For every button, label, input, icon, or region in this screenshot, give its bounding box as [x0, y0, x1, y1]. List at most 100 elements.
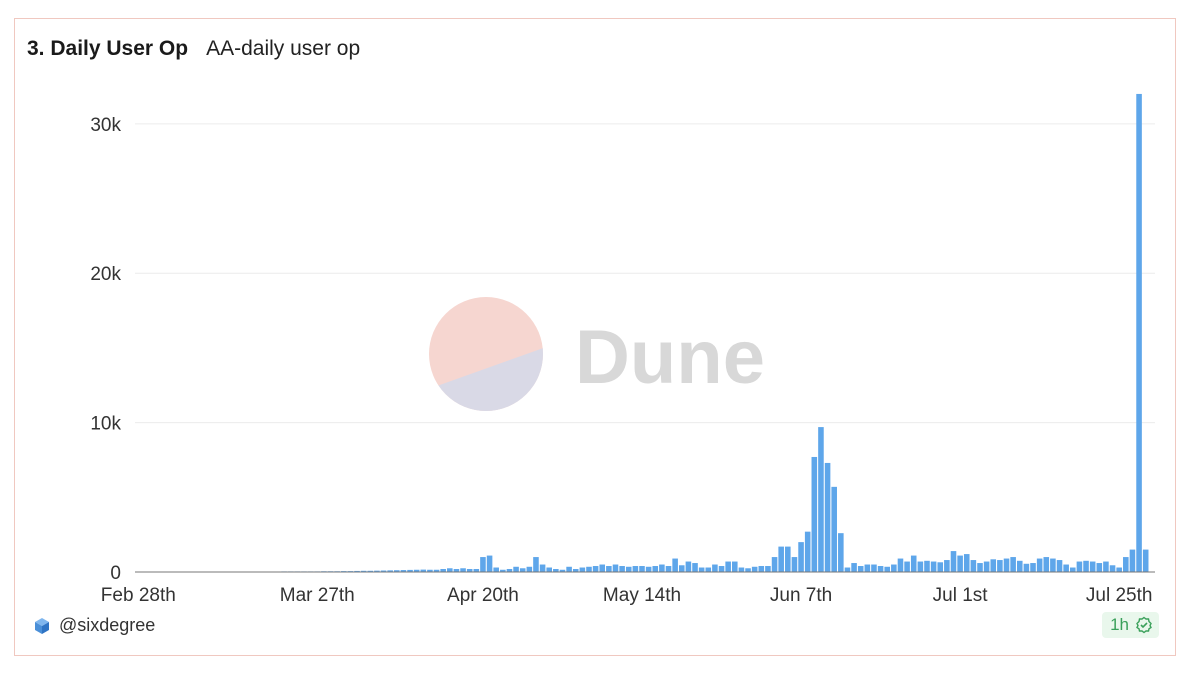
- bar[interactable]: [831, 486, 837, 572]
- bar[interactable]: [864, 564, 871, 572]
- bar[interactable]: [963, 554, 970, 572]
- bar[interactable]: [387, 570, 393, 572]
- bar[interactable]: [851, 563, 857, 572]
- bar[interactable]: [652, 566, 659, 572]
- bar[interactable]: [897, 558, 904, 572]
- bar[interactable]: [572, 569, 579, 572]
- bar[interactable]: [1142, 549, 1149, 572]
- bar[interactable]: [1003, 558, 1010, 572]
- bar[interactable]: [997, 560, 1003, 572]
- bar[interactable]: [413, 569, 420, 572]
- bar[interactable]: [1050, 558, 1056, 572]
- bar[interactable]: [1136, 93, 1142, 572]
- bar[interactable]: [1103, 561, 1109, 572]
- bar[interactable]: [513, 566, 519, 572]
- bar[interactable]: [526, 566, 533, 572]
- bar[interactable]: [433, 569, 440, 572]
- bar[interactable]: [725, 561, 731, 572]
- chart-title[interactable]: 3. Daily User Op: [27, 37, 189, 60]
- bar[interactable]: [1023, 563, 1030, 572]
- bar[interactable]: [519, 568, 526, 572]
- bar[interactable]: [506, 569, 513, 572]
- bar[interactable]: [1109, 565, 1116, 572]
- bar[interactable]: [480, 557, 486, 572]
- bar[interactable]: [771, 557, 778, 572]
- bar[interactable]: [407, 569, 413, 572]
- bar[interactable]: [804, 531, 811, 572]
- bar[interactable]: [678, 565, 685, 572]
- bar[interactable]: [745, 568, 751, 572]
- bar[interactable]: [950, 551, 957, 572]
- bar[interactable]: [427, 569, 433, 572]
- bar[interactable]: [798, 542, 804, 572]
- bar[interactable]: [500, 569, 506, 572]
- bar[interactable]: [1010, 557, 1016, 572]
- bar[interactable]: [944, 560, 950, 572]
- bar[interactable]: [712, 564, 718, 572]
- author-handle[interactable]: @sixdegree: [59, 615, 156, 635]
- bar[interactable]: [910, 555, 917, 572]
- bar[interactable]: [659, 564, 665, 572]
- bar[interactable]: [1123, 557, 1129, 572]
- bar[interactable]: [811, 456, 818, 572]
- bar[interactable]: [1063, 564, 1069, 572]
- bar[interactable]: [937, 562, 944, 572]
- bar[interactable]: [592, 566, 599, 572]
- bar[interactable]: [924, 560, 930, 572]
- bar[interactable]: [539, 564, 546, 572]
- bar[interactable]: [718, 566, 725, 572]
- bar[interactable]: [466, 569, 473, 572]
- bar[interactable]: [778, 546, 784, 572]
- bar[interactable]: [698, 567, 705, 572]
- bar[interactable]: [447, 568, 453, 572]
- bar[interactable]: [632, 566, 639, 572]
- bar[interactable]: [672, 558, 678, 572]
- bar[interactable]: [579, 567, 586, 572]
- bar[interactable]: [1129, 549, 1136, 572]
- bar[interactable]: [665, 566, 672, 572]
- bar[interactable]: [493, 567, 499, 572]
- bar[interactable]: [705, 567, 712, 572]
- bar[interactable]: [639, 566, 645, 572]
- bar[interactable]: [977, 563, 983, 572]
- bar[interactable]: [546, 567, 552, 572]
- bar[interactable]: [1076, 561, 1083, 572]
- bar[interactable]: [990, 559, 997, 572]
- bar[interactable]: [1096, 563, 1103, 572]
- bar[interactable]: [983, 561, 990, 572]
- bar[interactable]: [844, 567, 851, 572]
- bar[interactable]: [877, 566, 884, 572]
- bar[interactable]: [533, 557, 539, 572]
- bar[interactable]: [606, 566, 612, 572]
- bar[interactable]: [785, 546, 791, 572]
- bar[interactable]: [1083, 560, 1089, 572]
- bar[interactable]: [566, 566, 572, 572]
- bar[interactable]: [625, 566, 632, 572]
- bar[interactable]: [957, 555, 963, 572]
- bar[interactable]: [453, 569, 460, 572]
- bar[interactable]: [791, 557, 798, 572]
- bar[interactable]: [1030, 563, 1036, 572]
- bar[interactable]: [685, 561, 692, 572]
- bar[interactable]: [619, 566, 625, 572]
- bar[interactable]: [1089, 561, 1096, 572]
- bar[interactable]: [1036, 558, 1043, 572]
- bar[interactable]: [380, 570, 387, 572]
- bar[interactable]: [692, 563, 698, 572]
- bar[interactable]: [460, 568, 466, 572]
- bar[interactable]: [374, 570, 380, 572]
- bar[interactable]: [751, 566, 758, 572]
- bar[interactable]: [824, 462, 831, 572]
- bar[interactable]: [857, 566, 864, 572]
- bar[interactable]: [612, 564, 619, 572]
- bar[interactable]: [645, 566, 652, 572]
- bar[interactable]: [930, 561, 937, 572]
- bar[interactable]: [367, 570, 374, 572]
- bar[interactable]: [1070, 567, 1076, 572]
- bar[interactable]: [586, 566, 592, 572]
- author-info[interactable]: @sixdegree: [33, 615, 155, 636]
- bar[interactable]: [1016, 560, 1023, 572]
- refresh-badge[interactable]: 1h: [1102, 612, 1159, 638]
- bar[interactable]: [1056, 560, 1063, 572]
- bar[interactable]: [1116, 567, 1122, 572]
